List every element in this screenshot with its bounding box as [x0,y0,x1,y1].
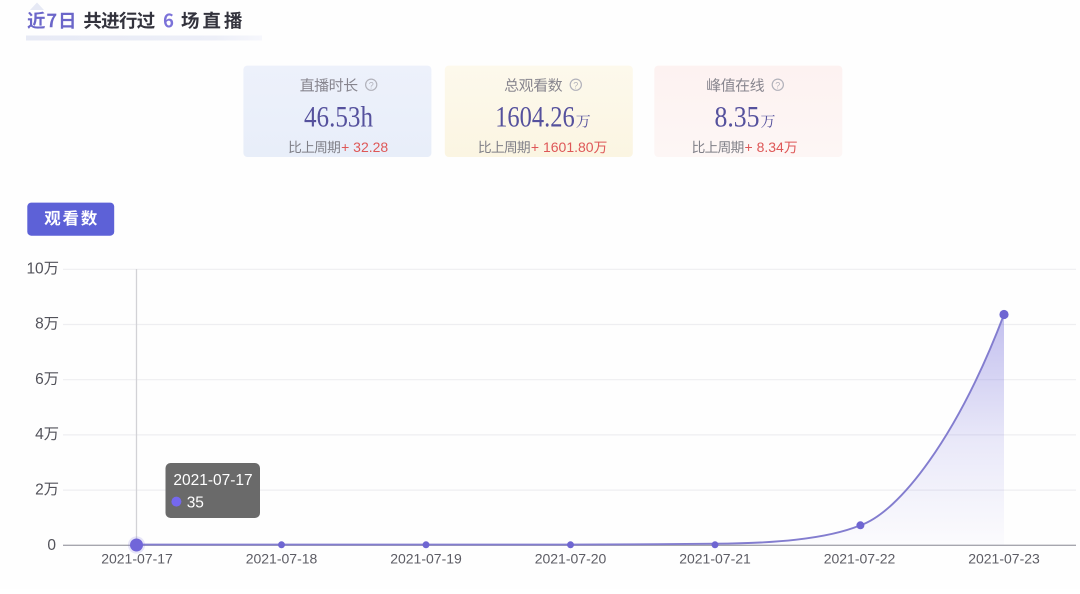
svg-text:10: 10 [26,261,44,278]
svg-text:2021-07-17: 2021-07-17 [101,551,173,567]
svg-text:46.53h: 46.53h [304,101,373,134]
svg-text:2021-07-19: 2021-07-19 [390,551,462,567]
svg-text:2021-07-23: 2021-07-23 [968,551,1040,567]
svg-text:+ 1601.80: + 1601.80 [531,139,594,155]
svg-text:35: 35 [187,495,204,512]
svg-text:8.35: 8.35 [715,101,760,134]
svg-text:2021-07-22: 2021-07-22 [824,551,896,567]
svg-text:4: 4 [35,426,44,443]
svg-text:0: 0 [47,537,56,554]
svg-text:?: ? [369,80,374,90]
svg-text:2: 2 [35,481,44,498]
svg-text:8: 8 [35,316,44,333]
svg-text:+ 32.28: + 32.28 [341,139,388,155]
svg-text:2021-07-20: 2021-07-20 [535,551,607,567]
svg-text:6: 6 [35,371,44,388]
svg-text:1604.26: 1604.26 [495,101,575,134]
svg-text:?: ? [573,80,578,90]
svg-text:2021-07-21: 2021-07-21 [679,551,751,567]
svg-text:2021-07-17: 2021-07-17 [173,472,252,489]
svg-text:?: ? [775,80,780,90]
svg-text:2021-07-18: 2021-07-18 [246,551,318,567]
svg-text:+ 8.34: + 8.34 [745,139,785,155]
